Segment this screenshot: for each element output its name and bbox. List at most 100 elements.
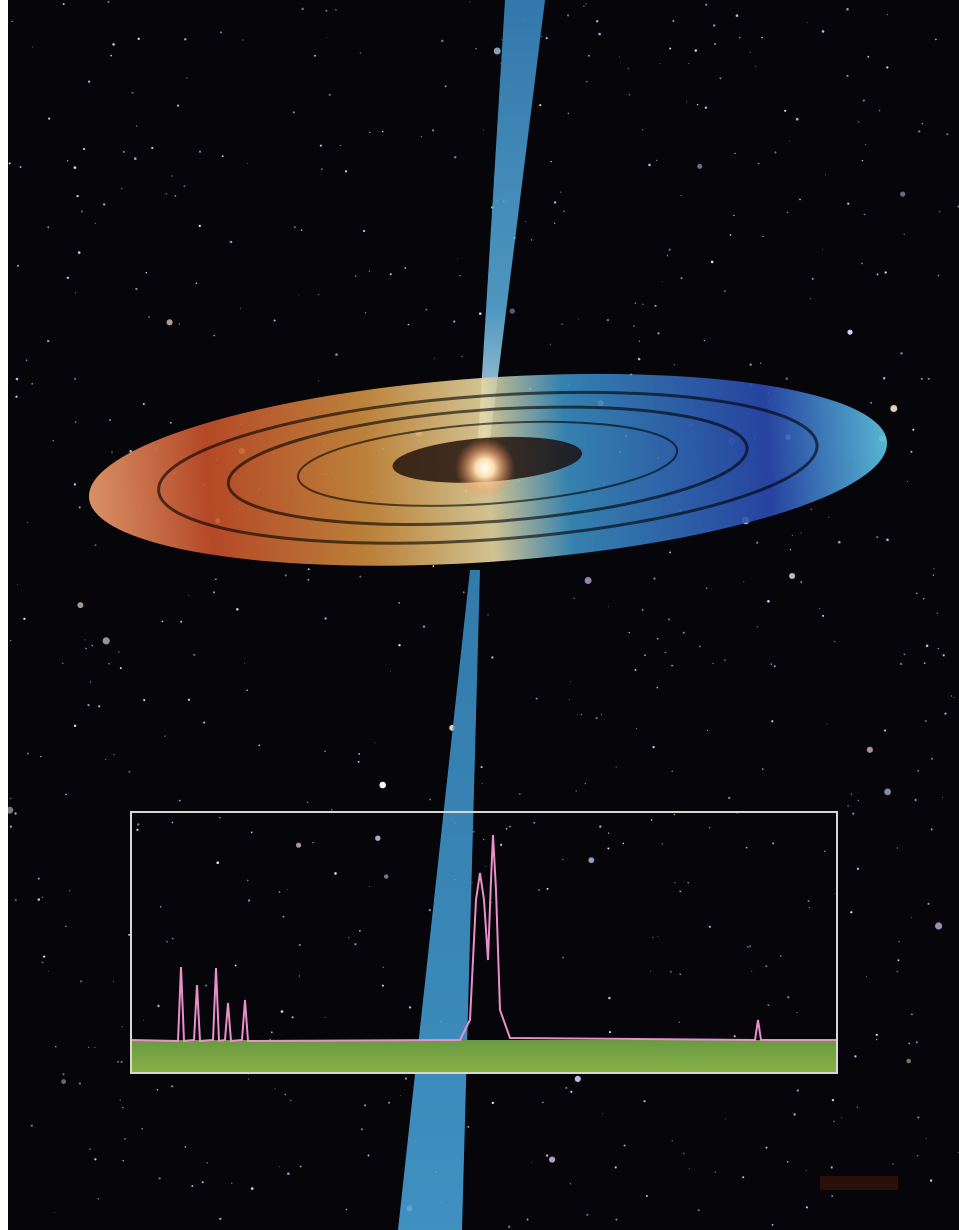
star — [89, 1148, 91, 1150]
star — [719, 77, 722, 80]
star — [78, 1082, 82, 1085]
star — [128, 934, 131, 936]
star — [61, 1079, 66, 1084]
star — [903, 233, 905, 235]
star — [425, 308, 428, 311]
star — [10, 639, 12, 642]
star — [112, 43, 115, 46]
star — [569, 1183, 572, 1185]
star — [906, 481, 908, 482]
star — [191, 1185, 194, 1187]
star — [84, 639, 86, 641]
star — [312, 841, 314, 844]
star — [73, 377, 77, 380]
star — [250, 1187, 254, 1190]
star — [247, 163, 248, 164]
star — [650, 819, 653, 821]
star — [290, 1099, 292, 1101]
star — [599, 825, 602, 828]
star — [530, 239, 533, 241]
star — [606, 318, 610, 322]
star — [80, 210, 83, 213]
star — [171, 937, 174, 940]
star — [900, 352, 903, 355]
star — [151, 146, 154, 150]
star — [246, 689, 248, 691]
star — [565, 1086, 568, 1090]
star — [910, 917, 912, 919]
star — [608, 996, 611, 1000]
star — [107, 0, 110, 4]
star — [897, 959, 900, 962]
star — [205, 984, 207, 987]
star — [900, 191, 906, 197]
star — [137, 37, 140, 40]
star — [298, 943, 301, 947]
star — [583, 5, 585, 7]
star — [725, 1118, 726, 1120]
star — [73, 483, 76, 486]
star — [367, 1154, 370, 1157]
star — [122, 1160, 124, 1162]
star — [487, 614, 489, 616]
star — [755, 65, 757, 67]
star — [942, 796, 944, 798]
star — [444, 85, 447, 88]
star — [15, 395, 18, 398]
star — [828, 516, 830, 518]
star — [469, 1, 471, 3]
star — [852, 812, 855, 815]
star — [122, 1107, 124, 1109]
star — [920, 377, 923, 381]
star — [66, 276, 69, 279]
star — [41, 961, 44, 964]
star — [608, 832, 610, 834]
star — [914, 799, 917, 801]
star — [112, 980, 115, 983]
star — [634, 302, 636, 304]
star — [656, 687, 659, 689]
star — [927, 902, 930, 905]
star — [805, 1169, 807, 1171]
star — [97, 1197, 100, 1200]
star — [117, 1061, 119, 1063]
star — [917, 769, 920, 772]
star — [25, 359, 28, 361]
star — [108, 419, 112, 422]
star — [171, 175, 173, 177]
star — [540, 35, 543, 38]
star — [110, 54, 112, 57]
star — [884, 271, 887, 274]
star — [785, 377, 788, 380]
star — [601, 714, 602, 716]
star — [927, 377, 930, 380]
star — [586, 1213, 589, 1216]
star — [761, 37, 763, 39]
star — [652, 936, 654, 939]
core-glow — [455, 438, 515, 498]
star — [318, 294, 320, 295]
star — [491, 1101, 494, 1104]
star — [714, 43, 716, 45]
star — [94, 1046, 96, 1049]
star — [800, 581, 803, 583]
star — [43, 955, 46, 958]
star — [94, 1158, 97, 1161]
star — [807, 900, 810, 902]
star — [714, 1171, 717, 1173]
star — [432, 565, 435, 567]
star — [923, 662, 926, 664]
star — [74, 421, 77, 423]
star — [287, 1172, 290, 1175]
star — [847, 202, 850, 205]
corner-mark — [820, 1176, 898, 1190]
star — [656, 159, 658, 161]
star — [679, 890, 681, 893]
star — [925, 1137, 927, 1139]
star — [368, 886, 370, 888]
star — [280, 1010, 284, 1013]
star — [698, 645, 701, 648]
star — [105, 758, 107, 760]
star — [765, 965, 768, 968]
star — [234, 964, 237, 967]
